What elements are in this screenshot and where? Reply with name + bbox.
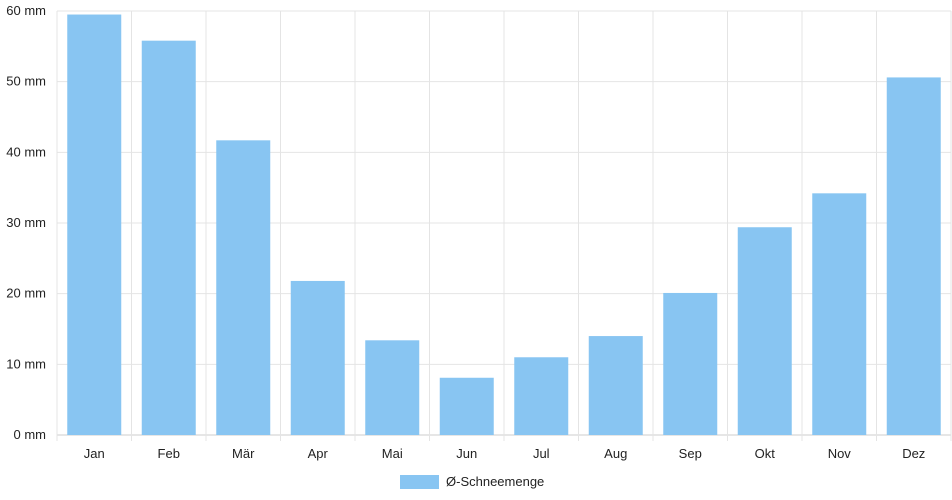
x-tick-label: Dez <box>902 446 925 461</box>
y-tick-label: 30 mm <box>6 215 46 230</box>
bar[interactable] <box>216 140 271 435</box>
x-axis-ticks: Jan Feb Mär Apr Mai Jun Jul Aug Sep Okt Nov Dez <box>84 446 926 461</box>
x-tick-label: Okt <box>755 446 776 461</box>
bar[interactable] <box>588 336 643 435</box>
y-tick-label: 50 mm <box>6 74 46 89</box>
x-tick-label: Aug <box>604 446 627 461</box>
bar[interactable] <box>439 377 494 435</box>
bar[interactable] <box>141 40 196 436</box>
x-tick-label: Jan <box>84 446 105 461</box>
x-tick-label: Jul <box>533 446 550 461</box>
y-axis-ticks: 0 mm 10 mm 20 mm 30 mm 40 mm 50 mm 60 mm <box>6 3 46 442</box>
legend[interactable]: Ø-Schneemenge <box>400 474 544 489</box>
grid <box>56 10 952 441</box>
bar[interactable] <box>737 227 792 435</box>
bars <box>67 14 941 436</box>
x-tick-label: Mär <box>232 446 255 461</box>
bar[interactable] <box>365 340 420 435</box>
x-tick-label: Mai <box>382 446 403 461</box>
y-tick-label: 20 mm <box>6 286 46 301</box>
bar[interactable] <box>514 357 569 435</box>
bar[interactable] <box>812 193 867 435</box>
x-tick-label: Feb <box>158 446 180 461</box>
y-tick-label: 60 mm <box>6 3 46 18</box>
y-tick-label: 40 mm <box>6 144 46 159</box>
x-tick-label: Sep <box>679 446 702 461</box>
y-tick-label: 0 mm <box>14 427 47 442</box>
bar[interactable] <box>67 14 122 436</box>
bar[interactable] <box>290 280 345 435</box>
bar[interactable] <box>886 77 941 435</box>
bar[interactable] <box>663 292 718 435</box>
legend-label: Ø-Schneemenge <box>446 474 544 489</box>
x-tick-label: Nov <box>828 446 852 461</box>
x-tick-label: Jun <box>456 446 477 461</box>
x-tick-label: Apr <box>308 446 329 461</box>
y-tick-label: 10 mm <box>6 356 46 371</box>
legend-swatch <box>400 475 439 489</box>
